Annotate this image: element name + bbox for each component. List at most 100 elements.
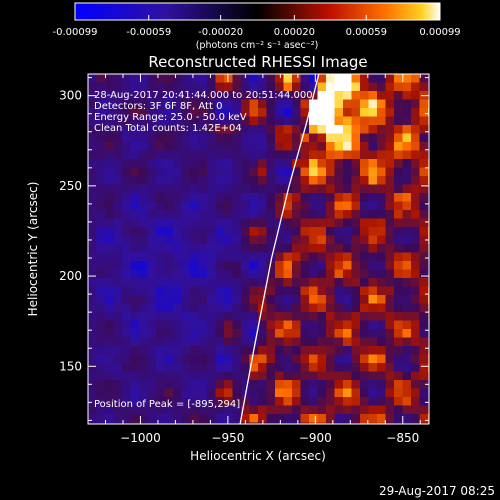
heatmap-cell <box>224 142 233 151</box>
heatmap-cell <box>181 82 191 92</box>
heatmap-cell <box>368 363 378 372</box>
heatmap-cell <box>334 99 344 109</box>
heatmap-cell <box>317 227 327 236</box>
heatmap-cell <box>207 414 216 423</box>
heatmap-cell <box>215 142 225 151</box>
heatmap-cell <box>283 346 293 355</box>
heatmap-cell <box>173 193 182 202</box>
heatmap-cell <box>130 380 140 389</box>
heatmap-cell <box>394 269 403 279</box>
heatmap-cell <box>173 108 182 117</box>
heatmap-cell <box>122 320 131 330</box>
heatmap-cell <box>419 184 429 194</box>
heatmap-cell <box>190 125 199 134</box>
heatmap-cell <box>419 176 429 185</box>
heatmap-cell <box>402 371 412 381</box>
heatmap-cell <box>394 380 403 389</box>
heatmap-cell <box>96 261 106 270</box>
heatmap-cell <box>351 405 361 415</box>
heatmap-cell <box>377 354 386 364</box>
heatmap-cell <box>190 133 199 143</box>
heatmap-cell <box>275 201 284 211</box>
heatmap-cell <box>122 184 131 194</box>
heatmap-cell <box>164 159 174 168</box>
heatmap-cell <box>385 354 395 364</box>
heatmap-cell <box>258 312 267 321</box>
heatmap-cell <box>249 286 259 296</box>
heatmap-cell <box>360 312 369 321</box>
heatmap-cell <box>139 354 148 364</box>
heatmap-cell <box>164 346 174 355</box>
heatmap-cell <box>122 337 131 347</box>
heatmap-cell <box>224 405 233 415</box>
heatmap-cell <box>241 218 250 228</box>
heatmap-cell <box>215 176 225 185</box>
heatmap-cell <box>88 116 97 126</box>
heatmap-cell <box>173 295 182 304</box>
heatmap-cell <box>130 108 140 117</box>
heatmap-cell <box>113 159 123 168</box>
heatmap-cell <box>224 363 233 372</box>
heatmap-cell <box>88 252 97 262</box>
heatmap-cell <box>207 397 216 406</box>
heatmap-cell <box>173 150 182 160</box>
heatmap-cell <box>164 371 174 381</box>
heatmap-cell <box>292 278 301 287</box>
heatmap-cell <box>113 337 123 347</box>
heatmap-cell <box>96 142 106 151</box>
heatmap-cell <box>88 176 97 185</box>
heatmap-cell <box>190 218 199 228</box>
heatmap-cell <box>300 380 310 389</box>
heatmap-cell <box>385 133 395 143</box>
heatmap-cell <box>317 312 327 321</box>
heatmap-cell <box>411 422 420 424</box>
heatmap-cell <box>419 303 429 313</box>
heatmap-cell <box>224 354 233 364</box>
heatmap-cell <box>343 261 352 270</box>
heatmap-cell <box>351 184 361 194</box>
heatmap-cell <box>258 184 267 194</box>
heatmap-cell <box>326 363 335 372</box>
heatmap-cell <box>147 244 157 253</box>
heatmap-cell <box>292 380 301 389</box>
heatmap-cell <box>377 227 386 236</box>
heatmap-cell <box>130 405 140 415</box>
heatmap-cell <box>122 261 131 270</box>
heatmap-cell <box>164 235 174 245</box>
heatmap-cell <box>198 176 208 185</box>
heatmap-cell <box>122 286 131 296</box>
heatmap-cell <box>266 252 276 262</box>
heatmap-cell <box>258 269 267 279</box>
heatmap-cell <box>139 303 148 313</box>
heatmap-cell <box>207 380 216 389</box>
heatmap-cell <box>411 167 420 177</box>
heatmap-cell <box>343 244 352 253</box>
heatmap-cell <box>156 116 165 126</box>
heatmap-cell <box>130 116 140 126</box>
heatmap-cell <box>198 74 208 83</box>
heatmap-cell <box>377 235 386 245</box>
heatmap-cell <box>164 278 174 287</box>
heatmap-cell <box>156 397 165 406</box>
heatmap-cell <box>190 337 199 347</box>
heatmap-cell <box>275 363 284 372</box>
heatmap-cell <box>130 278 140 287</box>
heatmap-cell <box>402 337 412 347</box>
heatmap-cell <box>385 125 395 134</box>
heatmap-cell <box>317 363 327 372</box>
heatmap-cell <box>190 286 199 296</box>
heatmap-cell <box>351 227 361 236</box>
heatmap-cell <box>343 397 352 406</box>
heatmap-cell <box>394 176 403 185</box>
heatmap-cell <box>343 91 352 100</box>
heatmap-cell <box>96 125 106 134</box>
heatmap-cell <box>215 329 225 338</box>
heatmap-cell <box>88 142 97 151</box>
heatmap-cell <box>283 150 293 160</box>
heatmap-cell <box>368 354 378 364</box>
heatmap-cell <box>139 116 148 126</box>
heatmap-cell <box>215 312 225 321</box>
heatmap-cell <box>309 295 318 304</box>
heatmap-cell <box>343 218 352 228</box>
heatmap-cell <box>343 405 352 415</box>
